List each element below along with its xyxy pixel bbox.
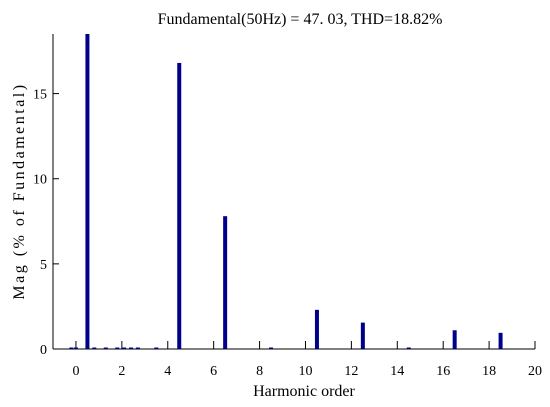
harmonic-bar: [115, 347, 120, 349]
harmonic-bar: [122, 347, 127, 349]
x-tick-label: 8: [256, 364, 263, 379]
chart-title: Fundamental(50Hz) = 47. 03, THD=18.82%: [158, 11, 443, 28]
y-tick-label: 10: [33, 173, 47, 188]
x-tick-label: 4: [164, 364, 171, 379]
harmonic-bar: [406, 347, 411, 349]
x-tick-label: 20: [528, 364, 542, 379]
x-tick-label: 2: [118, 364, 125, 379]
y-tick-group: 0 5 10 15: [33, 88, 59, 358]
harmonic-bar: [69, 347, 74, 349]
harmonic-bar: [92, 347, 97, 349]
harmonic-bar: [498, 332, 503, 349]
harmonic-bar: [452, 330, 457, 349]
x-tick-label: 18: [482, 364, 496, 379]
harmonic-bar: [129, 347, 134, 349]
harmonic-bar: [177, 62, 182, 349]
harmonic-bar: [85, 34, 90, 349]
x-tick-group: 0 2 4 6 8 10 12 14 16 18 20: [72, 341, 542, 379]
y-axis-label: Mag (% of Fundamental): [11, 82, 28, 299]
y-tick-label: 0: [40, 343, 47, 358]
x-tick-label: 14: [390, 364, 404, 379]
harmonic-bar: [135, 347, 140, 349]
harmonic-bar: [269, 347, 274, 349]
harmonic-bar: [314, 309, 319, 349]
harmonic-bar: [360, 322, 365, 349]
harmonic-bar: [73, 347, 78, 349]
harmonic-bar: [223, 216, 228, 349]
harmonic-bar: [103, 347, 108, 349]
x-tick-label: 10: [298, 364, 312, 379]
x-tick-label: 0: [72, 364, 79, 379]
harmonic-bar: [154, 347, 159, 349]
x-tick-label: 12: [344, 364, 358, 379]
x-axis-label: Harmonic order: [253, 383, 355, 400]
bar-group: [69, 34, 503, 349]
y-tick-label: 5: [40, 258, 47, 273]
y-tick-label: 15: [33, 88, 47, 103]
x-tick-label: 6: [210, 364, 217, 379]
x-tick-label: 16: [436, 364, 450, 379]
